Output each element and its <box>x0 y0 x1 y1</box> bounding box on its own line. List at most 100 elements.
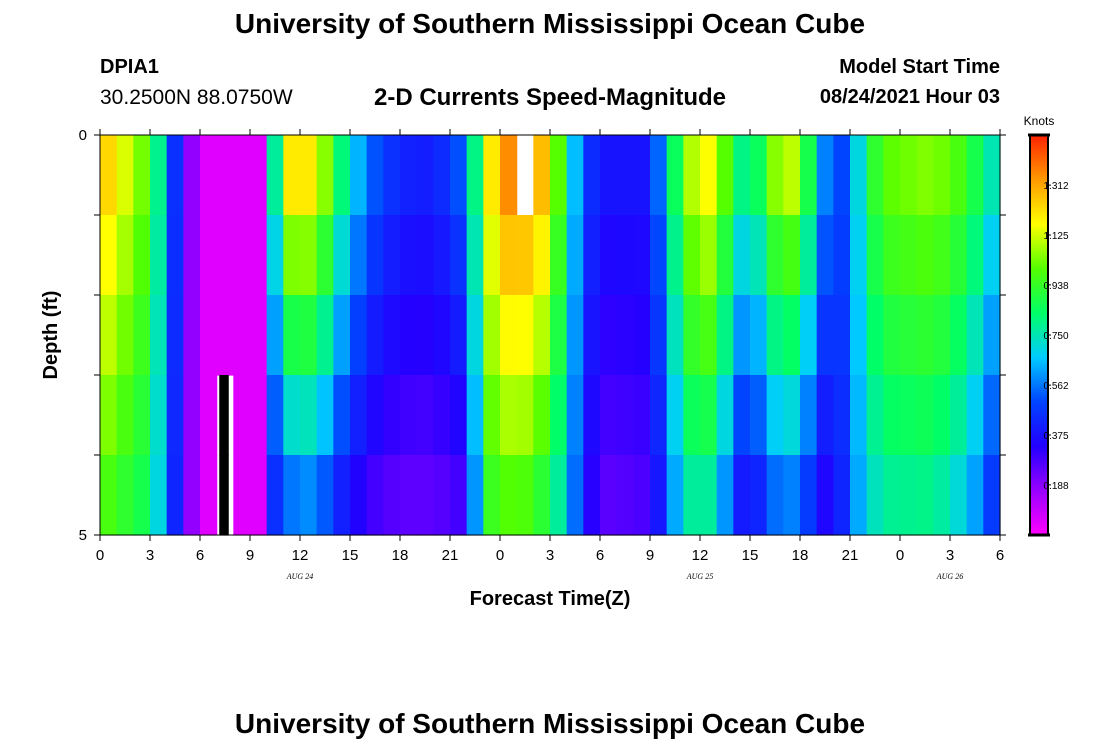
heatmap-cell <box>466 135 484 216</box>
heatmap-cell <box>116 455 134 536</box>
heatmap-cell <box>916 215 934 296</box>
heatmap-cell <box>266 295 284 376</box>
date-label: AUG 26 <box>936 572 963 581</box>
heatmap-cell <box>833 295 851 376</box>
heatmap-cell <box>416 375 434 456</box>
heatmap-cell <box>816 295 834 376</box>
heatmap-cell <box>483 295 501 376</box>
heatmap-cell <box>366 295 384 376</box>
heatmap-cell <box>850 295 868 376</box>
x-tick-label: 6 <box>196 547 204 564</box>
heatmap-cell <box>933 135 951 216</box>
heatmap-cell <box>219 455 229 536</box>
heatmap-cell <box>166 455 184 536</box>
colorbar-tick-label: 1.125 <box>1043 231 1068 242</box>
heatmap-cell <box>866 215 884 296</box>
heatmap-cell <box>800 375 818 456</box>
heatmap-cell <box>700 375 718 456</box>
heatmap-cell <box>316 215 334 296</box>
heatmap-cell <box>166 295 184 376</box>
heatmap-cell <box>750 455 768 536</box>
heatmap-cell <box>300 295 318 376</box>
heatmap-cell <box>233 135 251 216</box>
heatmap-cell <box>833 215 851 296</box>
model-start-label: Model Start Time <box>839 56 1000 78</box>
colorbar-tick-label: 0.750 <box>1043 331 1068 342</box>
heatmap-cell <box>633 215 651 296</box>
heatmap-cell <box>400 135 418 216</box>
heatmap-cell <box>916 375 934 456</box>
heatmap-cell <box>466 215 484 296</box>
heatmap-cell <box>333 375 351 456</box>
heatmap-cell <box>400 455 418 536</box>
colorbar-tick-label: 0.938 <box>1043 281 1068 292</box>
heatmap-cell <box>633 295 651 376</box>
heatmap-cell <box>483 215 501 296</box>
colorbar-tick-label: 0.375 <box>1043 431 1068 442</box>
heatmap-cell <box>350 215 368 296</box>
heatmap-cell <box>566 135 584 216</box>
heatmap-cell <box>766 295 784 376</box>
heatmap-cell <box>416 295 434 376</box>
heatmap-cell <box>433 215 451 296</box>
heatmap-cell <box>816 215 834 296</box>
heatmap-cell <box>366 455 384 536</box>
heatmap-cell <box>616 375 634 456</box>
heatmap-cell <box>183 375 201 456</box>
heatmap-cell <box>783 135 801 216</box>
heatmap-cell <box>633 375 651 456</box>
x-tick-label: 15 <box>742 547 759 564</box>
heatmap-cell <box>533 295 551 376</box>
heatmap-cell <box>866 375 884 456</box>
heatmap-cell <box>900 455 918 536</box>
heatmap-cell <box>183 455 201 536</box>
heatmap-cell <box>600 455 618 536</box>
heatmap-cell <box>316 295 334 376</box>
heatmap-cell <box>950 375 968 456</box>
heatmap-cell <box>600 295 618 376</box>
heatmap-cell <box>933 215 951 296</box>
heatmap-cell <box>100 295 118 376</box>
heatmap-cell <box>383 455 401 536</box>
heatmap-cell <box>133 215 151 296</box>
heatmap-cell <box>983 375 1001 456</box>
heatmap-cell <box>266 135 284 216</box>
heatmap-cell <box>833 375 851 456</box>
heatmap-cell <box>500 135 518 216</box>
heatmap-cell <box>166 375 184 456</box>
heatmap-cell <box>300 215 318 296</box>
heatmap-cell <box>516 215 534 296</box>
heatmap-cell <box>116 135 134 216</box>
heatmap-cell <box>666 215 684 296</box>
page-title: University of Southern Mississippi Ocean… <box>234 8 866 39</box>
x-tick-label: 6 <box>996 547 1004 564</box>
heatmap-cell <box>700 455 718 536</box>
heatmap-cell <box>433 455 451 536</box>
heatmap-cell <box>866 135 884 216</box>
heatmap-cell <box>200 215 218 296</box>
heatmap-cell <box>366 135 384 216</box>
heatmap-cell <box>483 375 501 456</box>
heatmap-cell <box>600 215 618 296</box>
heatmap-cell <box>650 135 668 216</box>
heatmap-cell <box>800 455 818 536</box>
heatmap-cell <box>283 455 301 536</box>
heatmap-cell <box>200 455 218 536</box>
heatmap-cell <box>716 295 734 376</box>
heatmap-cell <box>550 215 568 296</box>
heatmap-cell <box>383 135 401 216</box>
heatmap-cell <box>866 455 884 536</box>
heatmap-cell <box>366 375 384 456</box>
heatmap-cell <box>466 375 484 456</box>
heatmap-cell <box>516 455 534 536</box>
heatmap-cell <box>116 215 134 296</box>
heatmap-cell <box>366 215 384 296</box>
heatmap-cell <box>150 215 168 296</box>
heatmap-cell <box>966 135 984 216</box>
heatmap-cell <box>916 295 934 376</box>
x-axis: 0 3 6 9 12 15 18 21 0 3 6 9 12 15 18 21 0 3 6 AUG 24 AUG 25 A… <box>96 129 1004 581</box>
heatmap-cell <box>533 455 551 536</box>
heatmap-cell <box>500 295 518 376</box>
heatmap-cell <box>233 375 251 456</box>
